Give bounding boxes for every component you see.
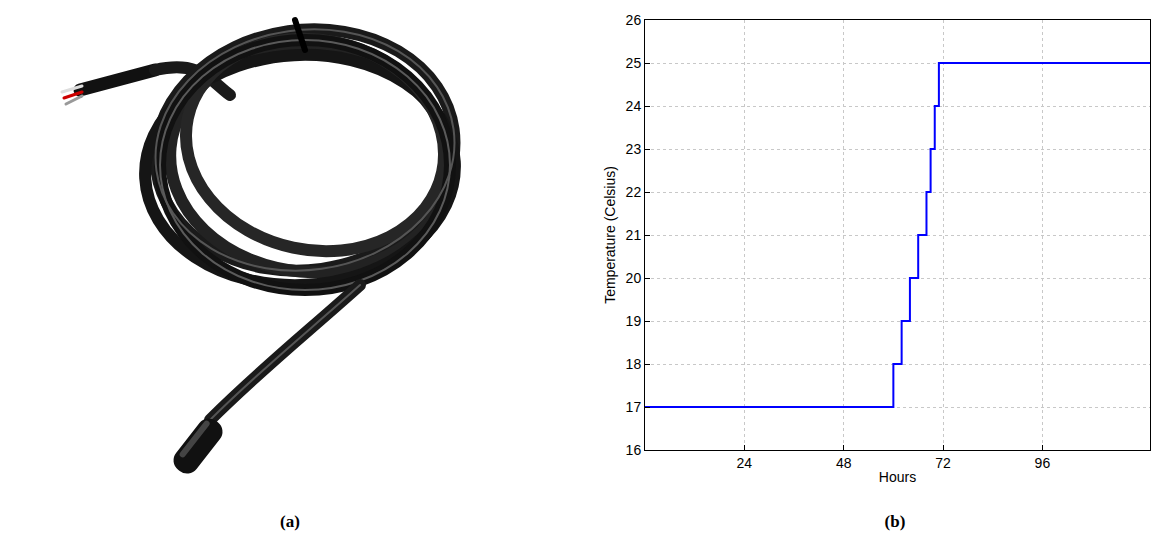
svg-text:22: 22 <box>626 184 642 200</box>
svg-text:72: 72 <box>935 455 951 471</box>
svg-text:26: 26 <box>626 12 642 28</box>
svg-text:17: 17 <box>626 399 642 415</box>
svg-text:24: 24 <box>626 98 642 114</box>
svg-text:23: 23 <box>626 141 642 157</box>
svg-text:18: 18 <box>626 356 642 372</box>
svg-text:48: 48 <box>836 455 852 471</box>
svg-text:Hours: Hours <box>879 469 916 485</box>
svg-text:24: 24 <box>737 455 753 471</box>
svg-text:Temperature (Celsius): Temperature (Celsius) <box>602 166 618 304</box>
svg-text:16: 16 <box>626 442 642 458</box>
svg-text:20: 20 <box>626 270 642 286</box>
svg-text:96: 96 <box>1035 455 1051 471</box>
html-text:(b): (b) <box>884 512 906 531</box>
html-text:(a): (a) <box>280 512 300 531</box>
svg-text:19: 19 <box>626 313 642 329</box>
svg-text:25: 25 <box>626 55 642 71</box>
svg-text:21: 21 <box>626 227 642 243</box>
